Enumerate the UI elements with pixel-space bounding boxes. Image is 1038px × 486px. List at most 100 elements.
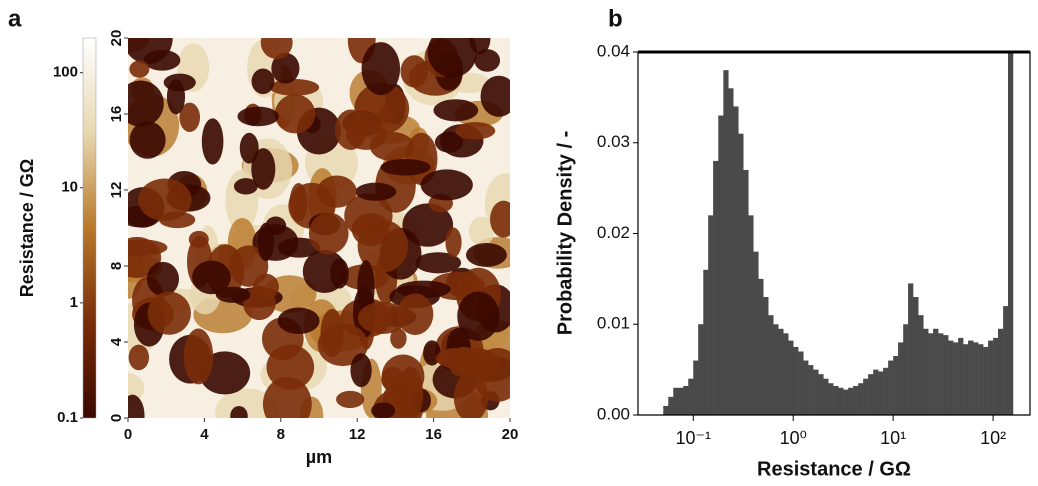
- panel-label: b: [608, 5, 623, 32]
- bar: [693, 360, 699, 415]
- bar: [803, 360, 809, 415]
- map-patch: [480, 75, 510, 117]
- bar: [753, 251, 759, 415]
- bar: [708, 215, 714, 415]
- map-patch: [239, 132, 259, 164]
- map-patch: [271, 52, 300, 84]
- colorbar-tick-label: 0.1: [57, 409, 78, 426]
- map-patch: [357, 301, 408, 334]
- bar: [743, 169, 749, 415]
- bar: [703, 269, 709, 415]
- bar: [733, 106, 739, 415]
- bar: [843, 389, 849, 415]
- x-axis-label: µm: [306, 447, 332, 467]
- bar: [933, 328, 939, 415]
- bar: [768, 315, 774, 415]
- bar: [823, 378, 829, 415]
- bar: [718, 115, 724, 416]
- colorbar-tick-label: 1: [70, 294, 78, 311]
- bar: [783, 333, 789, 415]
- map-texture: [128, 38, 510, 418]
- bar: [838, 387, 844, 415]
- map-patch: [357, 260, 375, 314]
- bar: [858, 383, 864, 415]
- map-patch: [468, 216, 495, 246]
- bar: [853, 385, 859, 415]
- bar: [943, 335, 949, 415]
- x-tick-label: 12: [349, 426, 366, 443]
- map-patch: [400, 55, 428, 88]
- bar: [763, 297, 769, 415]
- map-patch: [215, 388, 279, 418]
- bar: [828, 383, 834, 415]
- x-tick-label: 10⁻¹: [675, 428, 711, 448]
- map-patch: [396, 280, 451, 299]
- bar: [908, 283, 914, 415]
- map-patch: [308, 212, 349, 255]
- x-tick-label: 8: [277, 426, 285, 443]
- map-patch: [361, 42, 401, 96]
- bar: [998, 328, 1004, 415]
- bar: [688, 378, 694, 415]
- map-patch: [146, 261, 179, 297]
- colorbar: [82, 37, 97, 419]
- x-axis-label: Resistance / GΩ: [757, 458, 911, 480]
- bar: [978, 344, 984, 415]
- x-tick-label: 16: [425, 426, 442, 443]
- bar: [1003, 306, 1009, 415]
- bar: [968, 340, 974, 415]
- bar: [678, 387, 684, 415]
- map-patch: [455, 122, 496, 140]
- bar: [818, 374, 824, 415]
- x-tick-label: 20: [502, 426, 519, 443]
- map-patch: [390, 328, 407, 349]
- map-patch: [129, 60, 150, 78]
- map-patch: [415, 252, 462, 274]
- y-tick-label: 0.01: [597, 314, 630, 333]
- map-patch: [434, 131, 464, 153]
- bar: [928, 333, 934, 415]
- bar: [948, 340, 954, 415]
- y-tick-label: 4: [108, 337, 125, 346]
- colorbar-label: Resistance / GΩ: [17, 159, 37, 298]
- map-patch: [350, 353, 372, 388]
- bar: [773, 324, 779, 415]
- bar: [673, 387, 679, 415]
- map-patch: [277, 237, 321, 258]
- map-patch: [277, 307, 320, 335]
- x-tick-label: 4: [200, 426, 209, 443]
- y-tick-label: 20: [108, 30, 125, 47]
- map-patch: [230, 405, 248, 418]
- map-patch: [183, 328, 214, 385]
- bar: [963, 344, 969, 415]
- bar: [958, 337, 964, 415]
- map-patch: [147, 291, 191, 335]
- y-tick-label: 8: [108, 262, 125, 270]
- map-patch: [465, 243, 507, 267]
- y-tick-label: 0.02: [597, 223, 630, 242]
- bar: [813, 369, 819, 415]
- bar: [913, 297, 919, 415]
- map-patch: [188, 230, 209, 248]
- x-tick-label: 10⁰: [780, 428, 807, 448]
- bar: [973, 342, 979, 415]
- map-patch: [192, 260, 231, 295]
- bar: [988, 340, 994, 415]
- bar: [778, 328, 784, 415]
- y-tick-label: 16: [108, 106, 125, 123]
- map-patch: [433, 99, 479, 122]
- bar: [788, 340, 794, 415]
- x-tick-label: 10¹: [880, 428, 906, 448]
- map-patch: [128, 394, 145, 418]
- map-patch: [317, 323, 368, 367]
- bar: [878, 371, 884, 415]
- y-tick-label: 0.03: [597, 132, 630, 151]
- bar: [873, 369, 879, 415]
- y-tick-label: 0: [108, 414, 125, 422]
- bar: [888, 360, 894, 415]
- map-patch: [257, 222, 275, 262]
- map-patch: [215, 286, 251, 303]
- map-patch: [163, 73, 196, 92]
- bar: [793, 346, 799, 415]
- map-patch: [128, 239, 168, 256]
